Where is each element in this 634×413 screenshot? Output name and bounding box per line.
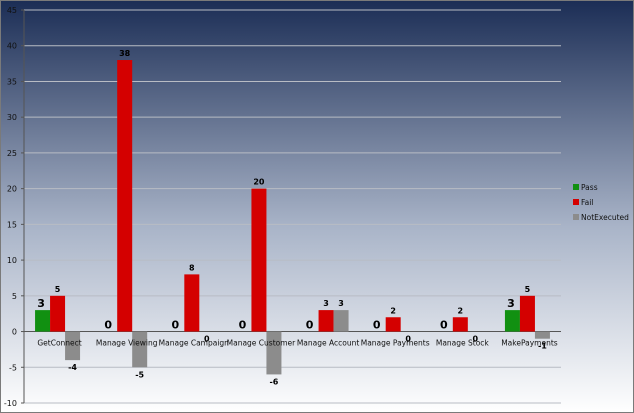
- legend-swatch-fail: [573, 199, 579, 205]
- data-label-notexecuted: -5: [135, 370, 144, 379]
- y-tick-label: 25: [7, 149, 17, 158]
- bar-pass: [504, 310, 520, 332]
- legend-label-notexecuted: NotExecuted: [581, 213, 629, 222]
- data-label-notexecuted: 0: [405, 335, 411, 344]
- bar-fail: [117, 60, 133, 332]
- y-tick-label: -10: [4, 399, 17, 408]
- category-label: GetConnect: [37, 339, 81, 348]
- data-label-notexecuted: 0: [473, 335, 479, 344]
- data-label-pass: 0: [373, 319, 381, 332]
- legend-label-pass: Pass: [581, 183, 598, 192]
- legend-swatch-notexecuted: [573, 214, 579, 220]
- data-label-notexecuted: -4: [68, 363, 77, 372]
- y-tick-label: 5: [12, 292, 17, 301]
- data-label-notexecuted: -1: [538, 342, 547, 351]
- category-label: Manage Account: [297, 339, 360, 348]
- y-tick-label: -5: [9, 363, 17, 372]
- data-label-pass: 3: [507, 297, 515, 310]
- bar-fail: [452, 317, 468, 332]
- y-tick-label: 45: [7, 6, 17, 15]
- category-label: Manage Payments: [361, 339, 430, 348]
- data-label-notexecuted: 0: [204, 335, 210, 344]
- category-label: MakePayments: [501, 339, 558, 348]
- data-label-fail: 3: [323, 299, 329, 308]
- data-label-fail: 20: [253, 178, 265, 187]
- category-label: Manage Customer: [227, 339, 297, 348]
- y-tick-label: 20: [7, 185, 17, 194]
- y-tick-label: 30: [7, 113, 17, 122]
- bar-notexecuted: [534, 331, 550, 339]
- bar-pass: [35, 310, 51, 332]
- bar-fail: [184, 274, 200, 332]
- data-label-notexecuted: -6: [269, 377, 278, 386]
- data-label-pass: 0: [171, 319, 179, 332]
- bar-notexecuted: [333, 310, 349, 332]
- data-label-fail: 5: [525, 285, 531, 294]
- data-label-fail: 8: [189, 263, 195, 272]
- data-label-pass: 0: [104, 319, 112, 332]
- data-label-pass: 0: [440, 319, 448, 332]
- data-label-pass: 0: [239, 319, 247, 332]
- bar-notexecuted: [65, 331, 81, 361]
- y-axis-tick-labels: -10 -5 0 5 10 15 20 25 30 35 40 45: [4, 6, 17, 408]
- bar-fail: [385, 317, 401, 332]
- legend-swatch-pass: [573, 184, 579, 190]
- legend-label-fail: Fail: [581, 198, 593, 207]
- data-label-pass: 0: [306, 319, 314, 332]
- y-tick-label: 0: [12, 328, 17, 337]
- bar-fail: [519, 295, 535, 332]
- bars: [35, 60, 550, 375]
- category-label: Manage Viewing: [96, 339, 158, 348]
- category-label: Manage Campaign: [159, 339, 230, 348]
- y-tick-label: 35: [7, 77, 17, 86]
- x-axis-category-labels: GetConnect Manage Viewing Manage CampaignM…: [37, 339, 557, 348]
- data-label-fail: 2: [458, 306, 464, 315]
- y-tick-label: 10: [7, 256, 17, 265]
- bar-fail: [50, 295, 66, 332]
- data-label-notexecuted: 3: [338, 299, 344, 308]
- data-label-fail: 38: [119, 49, 131, 58]
- bar-notexecuted: [266, 331, 282, 375]
- data-label-pass: 3: [37, 297, 45, 310]
- bar-fail: [251, 188, 267, 332]
- data-label-fail: 5: [55, 285, 61, 294]
- y-tick-label: 40: [7, 42, 17, 51]
- category-label: Manage Stock: [436, 339, 490, 348]
- legend: Pass Fail NotExecuted: [573, 183, 629, 222]
- bar-fail: [318, 310, 334, 332]
- bar-notexecuted: [132, 331, 148, 368]
- y-tick-label: 15: [7, 220, 17, 229]
- data-label-fail: 2: [390, 306, 396, 315]
